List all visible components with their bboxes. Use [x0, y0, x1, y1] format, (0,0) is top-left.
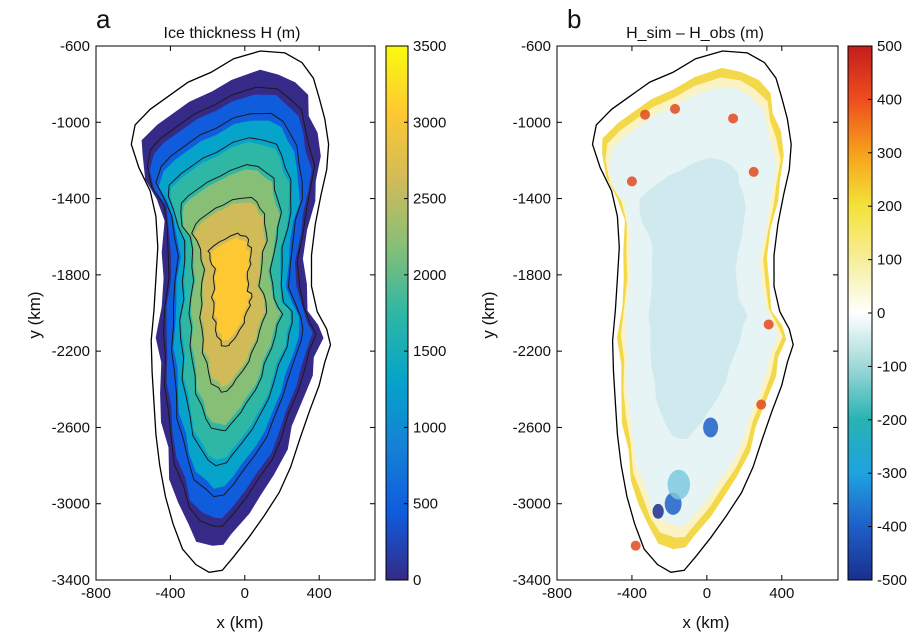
- panel-b-ytick-label: -1000: [513, 114, 551, 131]
- panel-a-ytick-label: -1400: [52, 191, 90, 208]
- panel-b-interior-negative: [639, 157, 748, 440]
- panel-a-xtick-label: -800: [81, 585, 111, 602]
- panel-a-contour-line: [207, 232, 253, 347]
- panel-b-plot-frame: [556, 45, 839, 581]
- panel-b-xlabel: x (km): [682, 613, 729, 632]
- panel-b-ytick-label: -2200: [513, 343, 551, 360]
- panel-a-colorbar-label: 1500: [413, 343, 446, 360]
- panel-a-coastline: [130, 50, 332, 573]
- panel-b-letter: b: [567, 4, 581, 34]
- panel-b-positive-anomaly: [630, 540, 641, 551]
- panel-b-positive-anomaly: [626, 176, 637, 187]
- panel-a-xtick-label: 0: [241, 585, 249, 602]
- panel-b: b H_sim – H_obs (m) y (km) x (km) -800 -4…: [479, 4, 907, 632]
- panel-b-positive-anomaly: [728, 113, 739, 124]
- panel-a-title: Ice thickness H (m): [164, 25, 301, 42]
- panel-b-colorbar-label: -100: [877, 358, 907, 375]
- panel-a-colorbar-label: 2500: [413, 191, 446, 208]
- panel-a-ylabel: y (km): [25, 291, 44, 338]
- panel-a-xtick-label: -400: [155, 585, 185, 602]
- panel-b-xtick-label: -400: [617, 585, 647, 602]
- panel-a-colorbar-label: 0: [413, 572, 421, 589]
- panel-b-colorbar-label: -500: [877, 572, 907, 589]
- panel-a-contour-line: [180, 164, 284, 432]
- panel-b-xtick-label: 0: [703, 585, 711, 602]
- panel-b-ytick-label: -2600: [513, 419, 551, 436]
- panel-b-ytick-label: -3400: [513, 572, 551, 589]
- panel-b-negative-anomaly: [652, 503, 664, 519]
- panel-b-positive-anomaly: [763, 319, 774, 330]
- panel-a-colorbar-label: 500: [413, 496, 438, 513]
- panel-a-ytick-label: -600: [60, 38, 90, 55]
- panel-b-colorbar-label: -200: [877, 412, 907, 429]
- panel-a-contour-line: [146, 86, 317, 527]
- panel-b-ytick-label: -3000: [513, 496, 551, 513]
- panel-b-ylabel: y (km): [479, 291, 498, 338]
- panel-a-contour-line: [191, 196, 268, 393]
- panel-a-ytick-label: -1000: [52, 114, 90, 131]
- panel-a-ytick-label: -3000: [52, 496, 90, 513]
- panel-b-ytick-label: -600: [521, 38, 551, 55]
- panel-a-xtick-label: 400: [307, 585, 332, 602]
- panel-b-xtick-label: -800: [542, 585, 572, 602]
- panel-b-colorbar: -500 -400 -300 -200 -100 0 100 200 300 400 500: [847, 38, 907, 589]
- panel-a: a Ice thickness H (m) y (km) x (km) -800…: [25, 4, 446, 632]
- panel-b-map: [591, 50, 794, 573]
- panel-a-plot-frame: [95, 45, 376, 581]
- panel-b-positive-anomaly: [640, 109, 651, 120]
- panel-a-colorbar-label: 3500: [413, 38, 446, 55]
- panel-a-map: [130, 50, 332, 573]
- panel-b-ytick-label: -1800: [513, 267, 551, 284]
- panel-b-xtick-label: 400: [769, 585, 794, 602]
- panel-a-xlabel: x (km): [216, 613, 263, 632]
- panel-b-positive-anomaly: [756, 399, 767, 410]
- panel-b-colorbar-label: 500: [877, 38, 902, 55]
- panel-a-colorbar-gradient: [385, 45, 409, 581]
- panel-a-colorbar-label: 3000: [413, 114, 446, 131]
- panel-b-colorbar-label: 100: [877, 252, 902, 269]
- panel-b-ytick-label: -1400: [513, 191, 551, 208]
- panel-b-coastline: [591, 50, 794, 573]
- panel-b-colorbar-label: 400: [877, 91, 902, 108]
- panel-b-ticks: -800 -400 0 400 -600 -1000 -1400 -1800 -2200 -260…: [513, 38, 838, 602]
- panel-b-colorbar-label: -400: [877, 519, 907, 536]
- panel-a-ticks: -800 -400 0 400 -600 -1000 -1400 -1800 -2200 -260…: [52, 38, 375, 602]
- panel-a-contour-line: [155, 112, 304, 498]
- panel-b-colorbar-label: 200: [877, 198, 902, 215]
- panel-b-negative-anomaly: [667, 469, 691, 500]
- panel-a-ytick-label: -2200: [52, 343, 90, 360]
- panel-b-positive-anomaly: [748, 166, 759, 177]
- panel-a-contour-line: [167, 137, 293, 467]
- panel-a-ytick-label: -2600: [52, 419, 90, 436]
- panel-b-negative-anomaly: [703, 417, 719, 438]
- panel-b-positive-anomaly: [670, 103, 681, 114]
- panel-a-ytick-label: -3400: [52, 572, 90, 589]
- panel-b-colorbar-label: -300: [877, 465, 907, 482]
- panel-b-title: H_sim – H_obs (m): [626, 25, 764, 42]
- panel-a-thickness-band: [219, 260, 242, 314]
- panel-a-colorbar-label: 1000: [413, 419, 446, 436]
- panel-b-colorbar-label: 0: [877, 305, 885, 322]
- panel-a-colorbar-label: 2000: [413, 267, 446, 284]
- panel-a-colorbar: 0 500 1000 1500 2000 2500 3000 3500: [385, 38, 446, 589]
- panel-b-colorbar-label: 300: [877, 145, 902, 162]
- panel-a-ytick-label: -1800: [52, 267, 90, 284]
- panel-a-letter: a: [96, 4, 111, 34]
